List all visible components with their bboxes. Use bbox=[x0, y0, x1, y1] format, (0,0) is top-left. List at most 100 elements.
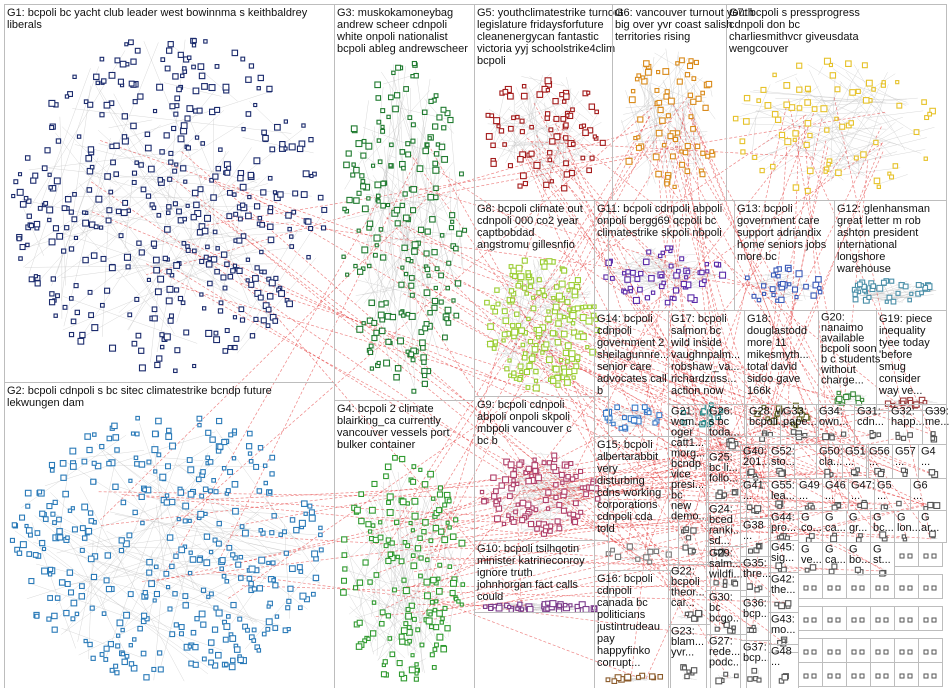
vertex-node bbox=[197, 510, 205, 518]
vertex-node bbox=[555, 320, 562, 327]
vertex-node bbox=[138, 461, 146, 468]
vertex-node bbox=[855, 88, 861, 95]
vertex-node bbox=[709, 149, 715, 154]
vertex-node bbox=[342, 566, 348, 572]
intra-group-edge bbox=[780, 600, 786, 602]
intra-group-edge bbox=[771, 104, 871, 179]
vertex-node bbox=[635, 144, 642, 151]
vertex-node bbox=[193, 201, 200, 209]
vertex-node bbox=[223, 623, 231, 630]
vertex-node bbox=[672, 287, 680, 294]
vertex-node bbox=[120, 651, 126, 657]
intra-group-edge bbox=[361, 245, 393, 372]
vertex-node bbox=[515, 606, 520, 611]
vertex-node bbox=[365, 142, 373, 150]
vertex-node bbox=[83, 99, 89, 105]
vertex-node bbox=[438, 299, 444, 305]
intra-group-edge bbox=[846, 84, 852, 103]
vertex-node bbox=[892, 163, 899, 169]
vertex-node bbox=[88, 518, 95, 524]
intra-group-edge bbox=[436, 473, 449, 581]
vertex-node bbox=[70, 318, 77, 325]
intra-group-edge bbox=[834, 68, 860, 113]
vertex-node bbox=[829, 72, 837, 79]
vertex-node bbox=[522, 180, 528, 187]
vertex-node bbox=[211, 626, 219, 633]
vertex-node bbox=[420, 345, 426, 351]
vertex-node bbox=[163, 132, 170, 139]
vertex-node bbox=[839, 123, 846, 130]
vertex-node bbox=[851, 649, 857, 655]
intra-group-edge bbox=[134, 171, 240, 262]
vertex-node bbox=[62, 490, 69, 498]
vertex-node bbox=[836, 390, 841, 396]
vertex-node bbox=[423, 289, 431, 297]
vertex-node bbox=[191, 64, 196, 70]
intra-group-edge bbox=[409, 554, 435, 609]
intra-group-edge bbox=[368, 593, 406, 617]
vertex-node bbox=[384, 463, 392, 471]
inter-group-edge bbox=[422, 308, 553, 523]
vertex-node bbox=[200, 141, 206, 146]
vertex-node bbox=[406, 625, 412, 630]
inter-group-edge bbox=[230, 534, 836, 570]
vertex-node bbox=[625, 157, 633, 165]
vertex-node bbox=[429, 624, 434, 630]
vertex-node bbox=[51, 626, 58, 633]
vertex-node bbox=[201, 83, 208, 90]
vertex-node bbox=[512, 273, 518, 280]
vertex-node bbox=[436, 491, 444, 498]
vertex-node bbox=[113, 171, 119, 177]
vertex-node bbox=[52, 499, 58, 506]
intra-group-edge bbox=[606, 271, 689, 273]
vertex-node bbox=[674, 130, 681, 136]
intra-group-edge bbox=[549, 313, 573, 376]
intra-group-edge bbox=[400, 193, 460, 373]
vertex-node bbox=[836, 503, 842, 508]
vertex-node bbox=[515, 282, 522, 289]
vertex-node bbox=[487, 340, 494, 348]
vertex-node bbox=[779, 534, 784, 540]
vertex-node bbox=[95, 195, 103, 203]
intra-group-edge bbox=[249, 101, 291, 141]
vertex-node bbox=[194, 209, 202, 218]
vertex-node bbox=[922, 284, 929, 291]
vertex-node bbox=[173, 262, 181, 269]
intra-group-edge bbox=[726, 554, 736, 558]
vertex-node bbox=[496, 124, 501, 129]
intra-group-edge bbox=[661, 133, 678, 191]
vertex-node bbox=[895, 290, 901, 296]
vertex-node bbox=[588, 484, 596, 491]
vertex-node bbox=[432, 160, 439, 167]
vertex-node bbox=[380, 108, 386, 114]
group-box-small bbox=[846, 638, 871, 663]
vertex-node bbox=[168, 159, 174, 165]
intra-group-edge bbox=[638, 84, 696, 122]
vertex-node bbox=[449, 212, 456, 219]
vertex-node bbox=[529, 124, 534, 130]
vertex-node bbox=[410, 122, 416, 128]
vertex-node bbox=[578, 468, 584, 475]
intra-group-edge bbox=[628, 276, 674, 294]
vertex-node bbox=[241, 529, 249, 537]
intra-group-edge bbox=[386, 174, 401, 384]
vertex-node bbox=[510, 471, 517, 478]
vertex-node bbox=[902, 471, 908, 477]
inter-group-edge bbox=[406, 226, 907, 472]
vertex-node bbox=[266, 293, 274, 300]
vertex-node bbox=[212, 662, 219, 669]
intra-group-edge bbox=[410, 500, 420, 543]
vertex-node bbox=[536, 277, 542, 283]
vertex-node bbox=[191, 38, 197, 44]
vertex-node bbox=[427, 136, 432, 141]
inter-group-edge bbox=[681, 108, 726, 493]
vertex-node bbox=[803, 617, 809, 623]
vertex-node bbox=[41, 567, 49, 575]
vertex-node bbox=[215, 246, 220, 251]
vertex-node bbox=[174, 347, 181, 354]
intra-group-edge bbox=[208, 498, 225, 536]
vertex-node bbox=[665, 113, 671, 119]
vertex-node bbox=[245, 627, 250, 633]
vertex-node bbox=[525, 477, 532, 485]
